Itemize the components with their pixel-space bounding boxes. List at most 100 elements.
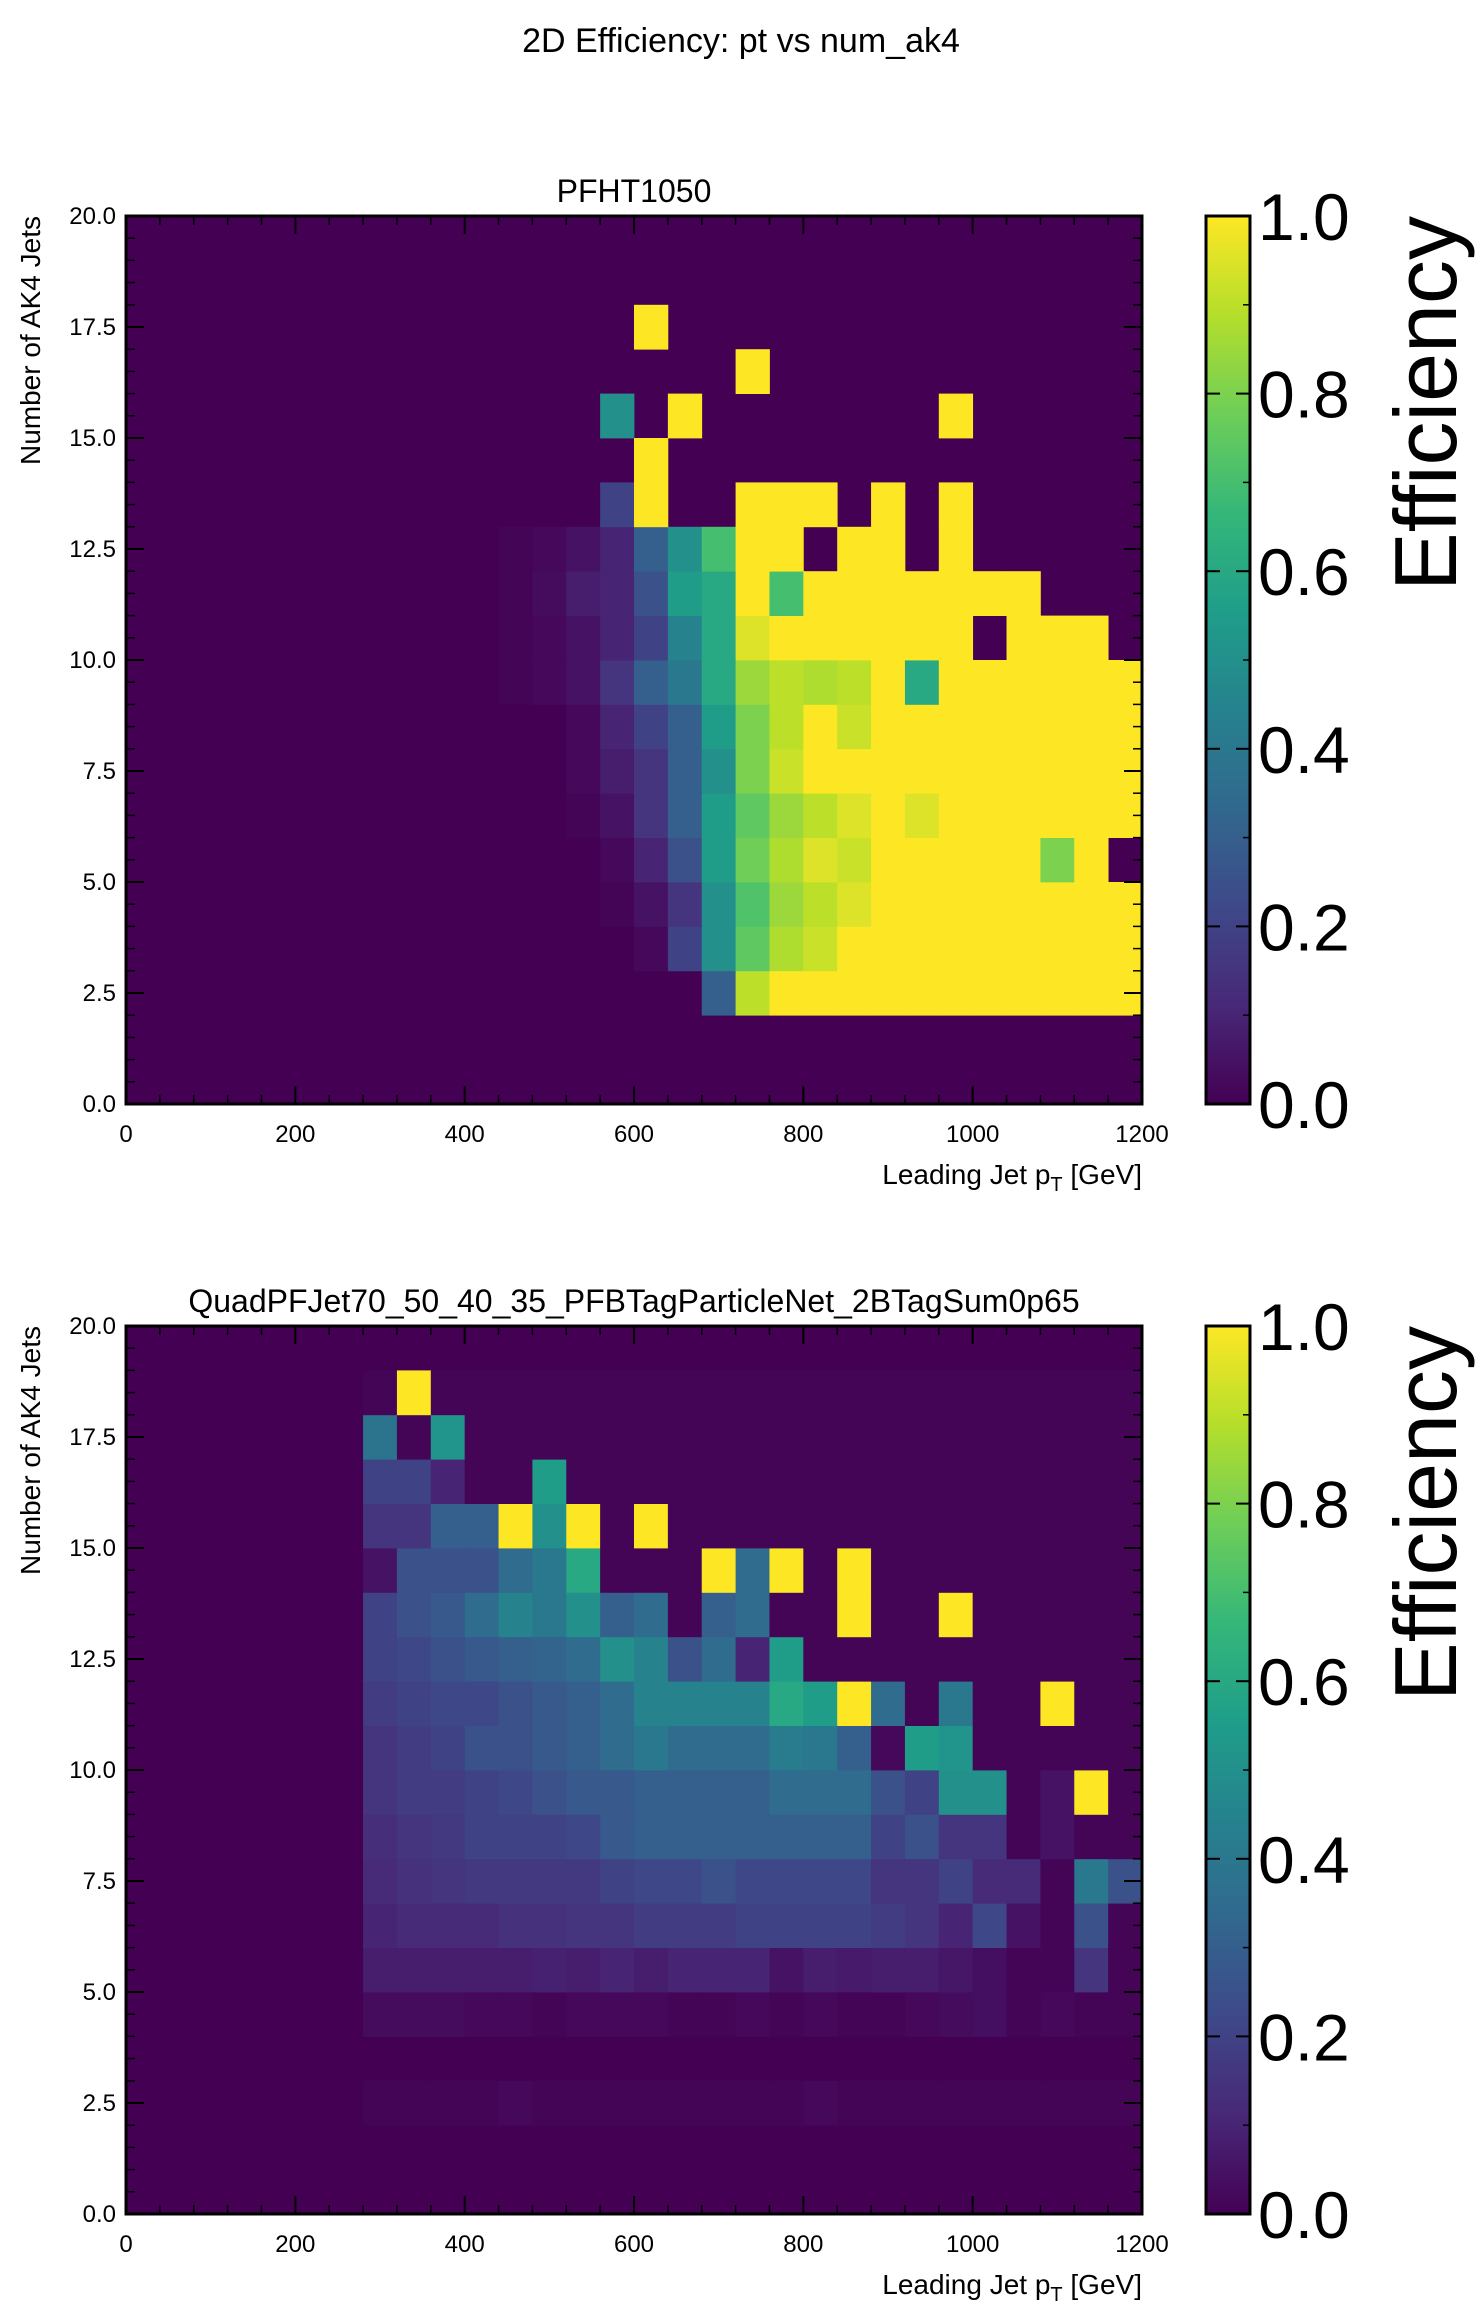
heatmap-cell xyxy=(904,882,940,927)
heatmap-cell xyxy=(667,1370,703,1416)
heatmap-cell xyxy=(363,1548,398,1593)
heatmap-cell xyxy=(1040,837,1075,883)
y-tick-label: 12.5 xyxy=(69,536,116,563)
heatmap-cell xyxy=(634,438,669,483)
heatmap-cell xyxy=(701,1770,736,1815)
heatmap-cell xyxy=(938,526,974,572)
heatmap-cell xyxy=(803,1503,838,1549)
heatmap-cell xyxy=(430,1814,466,1860)
heatmap-cell xyxy=(938,1548,974,1593)
heatmap-cell xyxy=(837,1903,872,1948)
heatmap-cell xyxy=(600,704,635,750)
heatmap-cell xyxy=(938,1992,974,2037)
heatmap-cell xyxy=(972,1858,1007,1904)
heatmap-cell xyxy=(1006,1414,1041,1460)
heatmap-cell xyxy=(735,1459,770,1504)
heatmap-cell xyxy=(566,1947,601,1993)
heatmap-cell xyxy=(904,1770,940,1815)
heatmap-cell xyxy=(667,704,703,750)
heatmap-cell xyxy=(396,1903,432,1948)
heatmap-cell xyxy=(1074,837,1109,883)
heatmap-cell xyxy=(803,882,838,927)
colorbar-tick-label: 0.0 xyxy=(1258,2178,1350,2252)
heatmap-cell xyxy=(1040,1548,1075,1593)
heatmap-cell xyxy=(667,926,703,972)
heatmap-cell xyxy=(1006,926,1041,972)
heatmap-cell xyxy=(904,571,940,616)
y-tick-label: 0.0 xyxy=(83,2201,116,2228)
heatmap-cell xyxy=(1074,615,1109,661)
heatmap-cell xyxy=(735,660,770,705)
heatmap-cell xyxy=(430,2080,466,2126)
heatmap-cell xyxy=(600,1459,635,1504)
heatmap-cell xyxy=(735,2080,770,2126)
heatmap-cell xyxy=(972,1725,1007,1771)
heatmap-cell xyxy=(600,1503,635,1549)
y-axis-label: Number of AK4 Jets xyxy=(15,216,46,465)
heatmap-cell xyxy=(1040,1947,1075,1993)
heatmap-cell xyxy=(803,704,838,750)
heatmap-cell xyxy=(667,526,703,572)
heatmap-cell xyxy=(667,882,703,927)
x-tick-label: 600 xyxy=(614,2231,654,2258)
heatmap-cell xyxy=(430,1503,466,1549)
colorbar-tick-label: 0.2 xyxy=(1258,2000,1350,2074)
heatmap-cell xyxy=(803,1814,838,1860)
heatmap-cell xyxy=(566,1414,601,1460)
heatmap-cell xyxy=(566,1503,601,1549)
heatmap-cell xyxy=(396,1592,432,1638)
heatmap-cell xyxy=(667,1903,703,1948)
heatmap-cell xyxy=(769,1548,804,1593)
colorbar xyxy=(1204,1324,1252,2216)
heatmap-cell xyxy=(904,1947,940,1993)
heatmap-cell xyxy=(1040,1725,1075,1771)
heatmap-cell xyxy=(498,1503,533,1549)
heatmap-cell xyxy=(396,1414,432,1460)
heatmap-cell xyxy=(871,1903,906,1948)
heatmap-cells xyxy=(498,304,1143,1016)
heatmap-cell xyxy=(701,793,736,838)
heatmap-cell xyxy=(600,393,635,439)
heatmap-cell xyxy=(972,970,1007,1016)
heatmap-cell xyxy=(938,1370,974,1416)
heatmap-cell xyxy=(634,615,669,661)
heatmap-cell xyxy=(600,615,635,661)
heatmap-cell xyxy=(566,615,601,661)
heatmap-cell xyxy=(972,1548,1007,1593)
heatmap-cell xyxy=(904,704,940,750)
heatmap-cell xyxy=(1006,1858,1041,1904)
heatmap-cell xyxy=(566,526,601,572)
heatmap-cell xyxy=(600,748,635,794)
heatmap-cell xyxy=(566,1858,601,1904)
heatmap-cell xyxy=(498,1903,533,1948)
heatmap-cell xyxy=(769,1592,804,1638)
heatmap-cell xyxy=(1040,660,1075,705)
heatmap-cell xyxy=(396,1459,432,1504)
heatmap-cell xyxy=(498,1992,533,2037)
heatmap-cell xyxy=(735,615,770,661)
heatmap-cell xyxy=(769,482,804,528)
heatmap-cell xyxy=(634,837,669,883)
heatmap-cell xyxy=(1006,615,1041,661)
heatmap-cell xyxy=(1040,1503,1075,1549)
heatmap-cell xyxy=(667,1681,703,1726)
heatmap-cell xyxy=(532,1459,567,1504)
heatmap-cell xyxy=(701,1947,736,1993)
heatmap-cell xyxy=(667,1947,703,1993)
heatmap-cell xyxy=(532,1903,567,1948)
heatmap-cell xyxy=(837,1370,872,1416)
x-tick-label: 400 xyxy=(445,1121,485,1148)
heatmap-cell xyxy=(837,748,872,794)
heatmap-cell xyxy=(1006,1725,1041,1771)
heatmap-cell xyxy=(600,2080,635,2126)
heatmap-cell xyxy=(871,1858,906,1904)
x-tick-label: 800 xyxy=(783,2231,823,2258)
heatmap-cell xyxy=(430,1548,466,1593)
heatmap-cell xyxy=(498,1548,533,1593)
heatmap-cell xyxy=(871,970,906,1016)
heatmap-cell xyxy=(837,1947,872,1993)
heatmap-cell xyxy=(735,970,770,1016)
heatmap-cell xyxy=(566,1636,601,1682)
heatmap-cell xyxy=(938,2080,974,2126)
heatmap-cell xyxy=(430,1947,466,1993)
